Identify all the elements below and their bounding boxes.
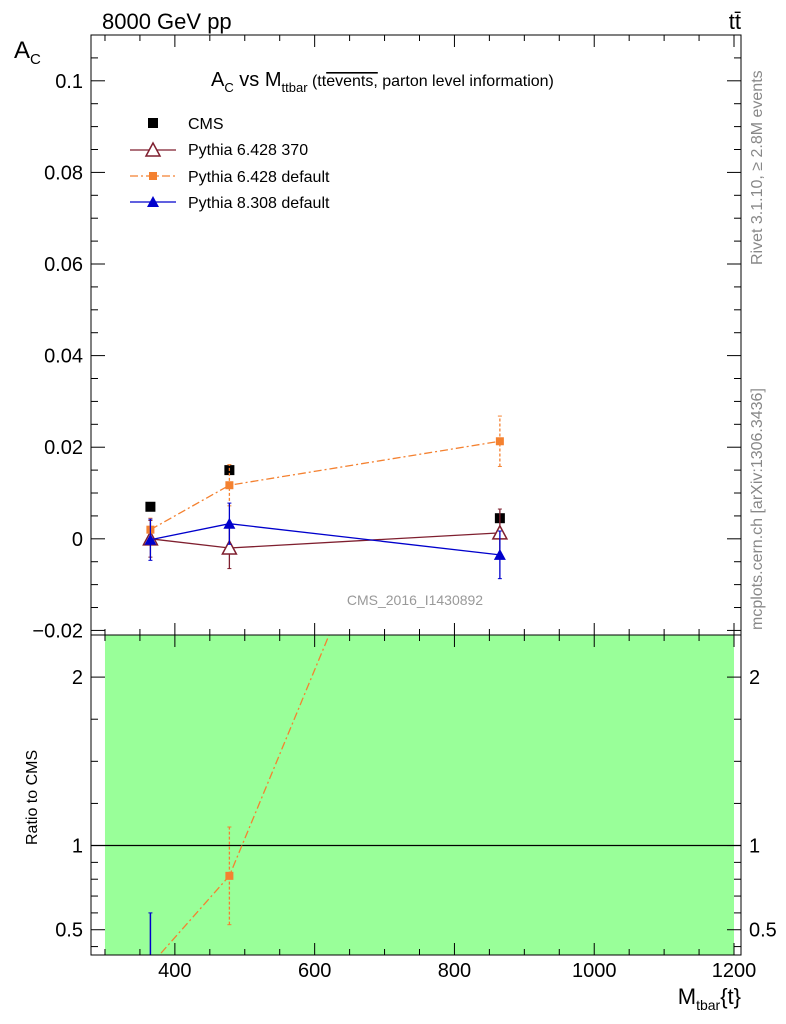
legend-entry-pythia8-default: Pythia 8.308 default: [130, 195, 330, 212]
main-y-tick-label: 0.02: [44, 437, 83, 459]
data-point: [225, 481, 234, 490]
rivet-label: Rivet 3.1.10, ≥ 2.8M events: [749, 70, 766, 265]
ratio-panel: 400 600 800 1000 1200 0.5 0.5 1 1 2 2 Ratio to CM…: [24, 634, 777, 1013]
ratio-x-tick-labels: 400 600 800 1000 1200: [158, 960, 756, 982]
data-point: [221, 539, 238, 555]
main-y-tick-label: 0.06: [44, 254, 83, 276]
main-x-ticks: [104, 35, 735, 635]
data-point: [495, 437, 504, 446]
legend-pythia6-default-label: Pythia 6.428 default: [188, 169, 330, 186]
main-y-ticks: [91, 34, 741, 631]
legend-cms-marker: [148, 118, 158, 128]
legend-pythia6-370-marker: [144, 141, 162, 157]
main-y-tick-label: 0: [72, 529, 83, 551]
data-point: [144, 533, 157, 545]
main-y-tick-label: 0.1: [55, 71, 83, 93]
ratio-series-0: [158, 635, 330, 955]
main-y-tick-labels: −0.02 0 0.02 0.04 0.06 0.08 0.1: [32, 71, 83, 643]
legend-pythia8-default-marker: [147, 196, 159, 207]
main-data-series: [142, 415, 509, 580]
main-y-tick-label: −0.02: [32, 620, 83, 642]
ratio-y-tick-labels: 0.5 0.5 1 1 2 2: [55, 667, 777, 942]
ratio-plot-frame: [90, 634, 742, 956]
process-label: tt̄: [729, 9, 741, 34]
legend: CMS Pythia 6.428 370 Pythia 6.428 defaul…: [130, 116, 330, 212]
data-point: [223, 517, 236, 529]
ratio-y-tick-label: 2: [72, 667, 83, 689]
ratio-series-1: [148, 912, 153, 955]
legend-pythia8-default-label: Pythia 8.308 default: [188, 195, 330, 212]
series-3: [144, 502, 506, 580]
main-panel: −0.02 0 0.02 0.04 0.06 0.08 0.1 AC AC vs Mttba…: [14, 34, 742, 643]
ratio-y-tick-label: 0.5: [55, 920, 83, 942]
series-0: [145, 465, 505, 524]
series-line: [150, 523, 500, 556]
main-y-tick-label: 0.04: [44, 346, 83, 368]
ratio-content: [91, 635, 741, 955]
x-tick-label: 1000: [572, 960, 617, 982]
ratio-x-ticks: [104, 635, 735, 955]
chart-title: AC vs Mttbar (ttevents, parton level inf…: [211, 69, 554, 95]
ratio-y-tick-label-right: 1: [749, 836, 760, 858]
analysis-watermark: CMS_2016_I1430892: [347, 592, 483, 608]
data-point: [493, 548, 506, 560]
x-tick-label: 800: [438, 960, 471, 982]
legend-entry-pythia6-370: Pythia 6.428 370: [130, 141, 308, 159]
x-tick-label: 600: [298, 960, 331, 982]
legend-entry-pythia6-default: Pythia 6.428 default: [130, 169, 330, 186]
legend-cms-label: CMS: [188, 116, 224, 133]
x-tick-label: 400: [158, 960, 191, 982]
main-y-axis-label: AC: [14, 37, 41, 68]
series-2: [146, 415, 504, 542]
uncertainty-band: [104, 635, 735, 955]
x-tick-label: 1200: [712, 960, 757, 982]
energy-label: 8000 GeV pp: [102, 9, 232, 34]
legend-pythia6-default-marker: [149, 172, 157, 180]
mcplots-label: mcplots.cern.ch [arXiv:1306.3436]: [749, 388, 766, 630]
x-axis-label: Mtbar{t}: [678, 984, 741, 1013]
series-line: [150, 440, 500, 531]
ratio-y-tick-label-right: 2: [749, 667, 760, 689]
ratio-data-point: [225, 871, 234, 880]
main-y-tick-label: 0.08: [44, 162, 83, 184]
ratio-y-tick-label: 1: [72, 836, 83, 858]
legend-entry-cms: CMS: [148, 116, 224, 133]
ratio-y-axis-label: Ratio to CMS: [24, 750, 41, 845]
series-1: [142, 508, 509, 570]
data-point: [145, 501, 156, 512]
ratio-y-ticks: [91, 634, 741, 948]
ratio-y-tick-label-right: 0.5: [749, 920, 777, 942]
legend-pythia6-370-label: Pythia 6.428 370: [188, 142, 308, 159]
